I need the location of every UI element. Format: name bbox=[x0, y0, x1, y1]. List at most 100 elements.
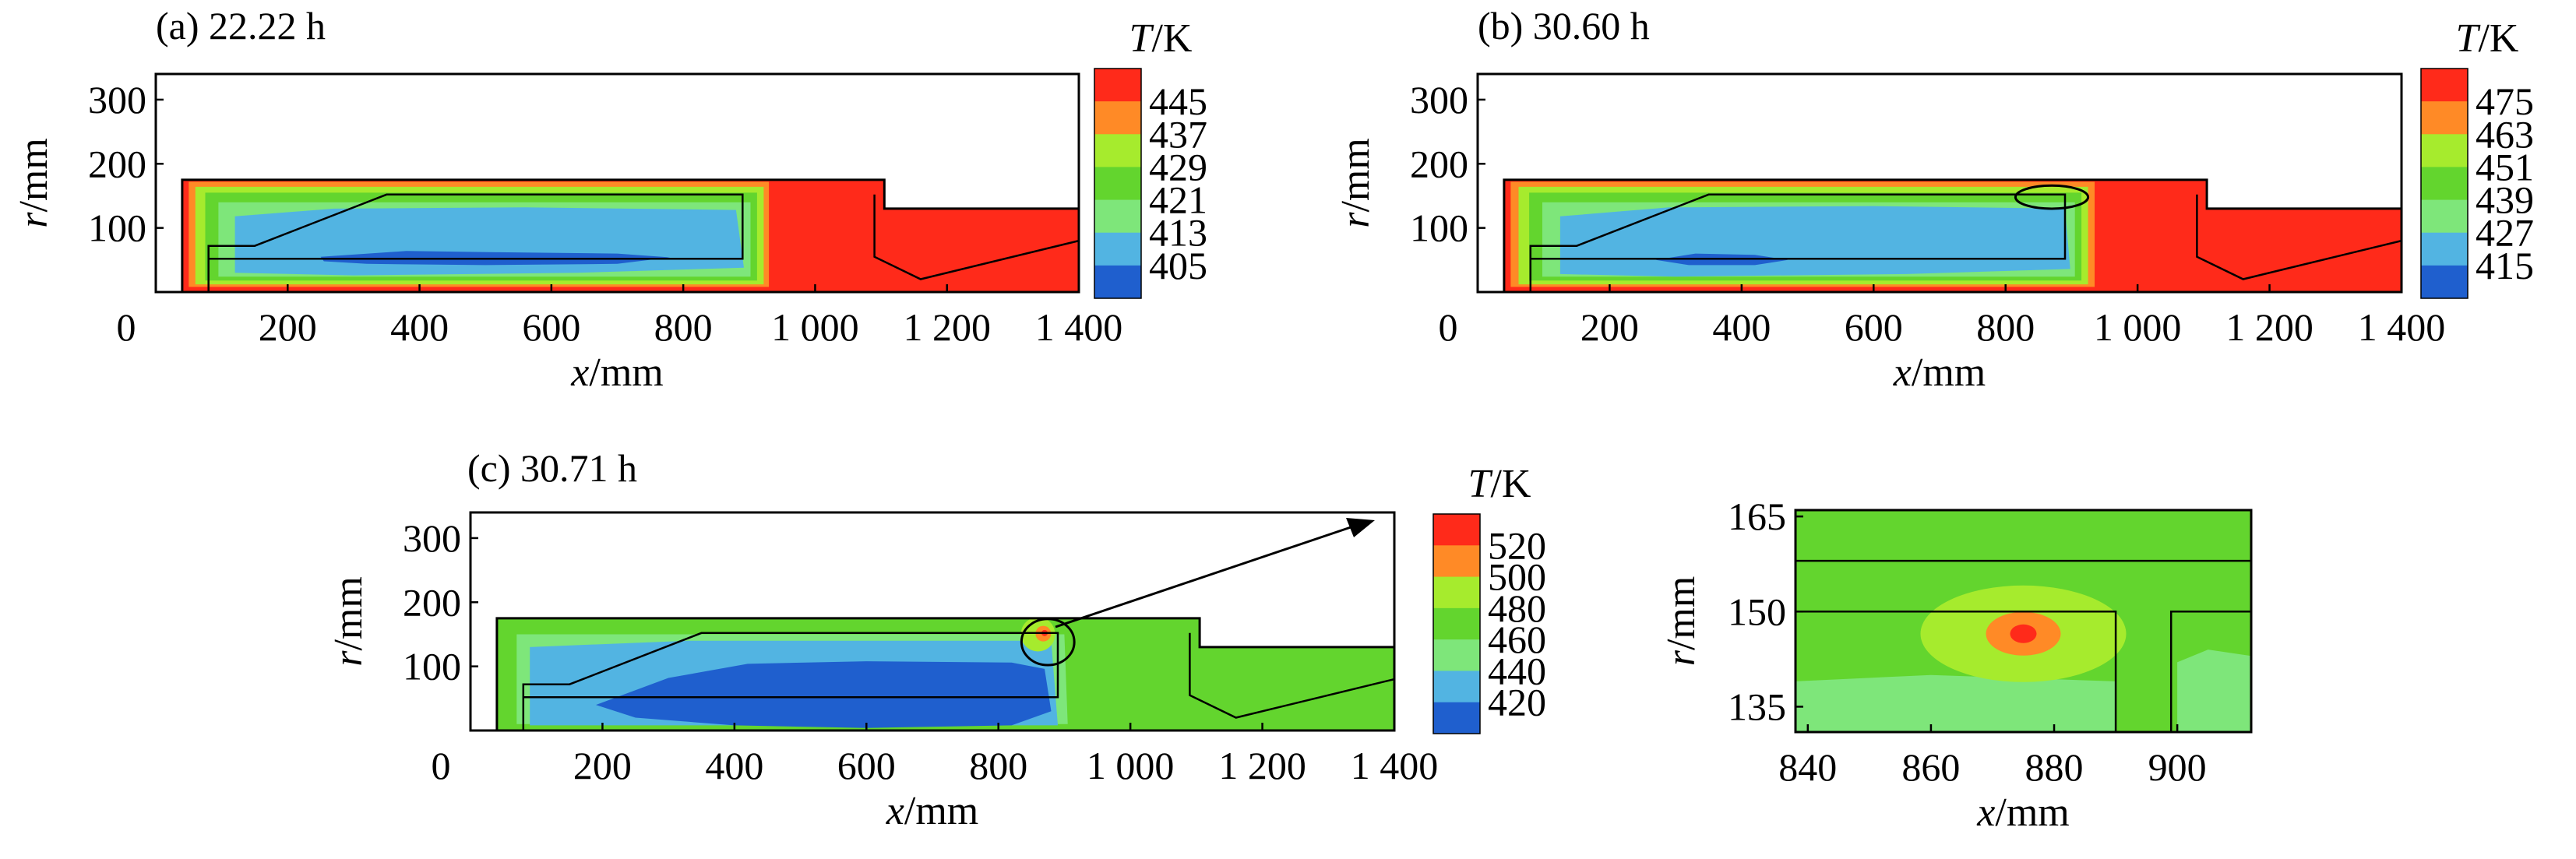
x-tick-label: 600 bbox=[837, 744, 896, 787]
x-tick-label: 200 bbox=[259, 305, 317, 349]
x-tick-label: 0 bbox=[117, 305, 136, 349]
panel-title: (c) 30.71 h bbox=[467, 446, 637, 490]
x-tick-label: 1 200 bbox=[1218, 744, 1306, 787]
colorbar-frame bbox=[1432, 513, 1481, 734]
colorbar-title: T/K bbox=[1129, 16, 1193, 61]
x-tick-label: 1 400 bbox=[1351, 744, 1439, 787]
x-tick-label: 400 bbox=[390, 305, 449, 349]
colorbar-label: 405 bbox=[1149, 244, 1207, 287]
colorbar-title-var: T bbox=[2456, 16, 2481, 61]
colorbar-label: 439 bbox=[2476, 178, 2534, 222]
x-tick-label: 600 bbox=[522, 305, 580, 349]
colorbar-title-var: T bbox=[1468, 462, 1493, 506]
x-axis-label-unit: /mm bbox=[589, 350, 663, 395]
y-axis-label-unit: /mm bbox=[326, 576, 371, 650]
x-tick-label: 0 bbox=[432, 744, 451, 787]
colorbar-title-unit: /K bbox=[2478, 16, 2518, 61]
y-tick-label: 300 bbox=[1410, 78, 1468, 121]
x-tick-label: 800 bbox=[969, 744, 1027, 787]
colorbar-swatch bbox=[1094, 232, 1141, 266]
colorbar-label: 437 bbox=[1149, 112, 1207, 156]
inner-boundary bbox=[1529, 193, 2067, 292]
colorbar-swatch bbox=[2421, 232, 2468, 266]
colorbar-frame bbox=[1094, 68, 1142, 299]
x-tick-label: 200 bbox=[573, 744, 632, 787]
colorbar-swatch bbox=[1433, 702, 1480, 734]
y-tick-label: 100 bbox=[88, 206, 146, 250]
contour-region bbox=[596, 661, 1052, 728]
x-axis-label: x/mm bbox=[1893, 350, 1986, 395]
colorbar-label: 460 bbox=[1488, 618, 1546, 661]
colorbar-swatch bbox=[2421, 101, 2468, 135]
inner-boundary bbox=[2196, 194, 2402, 280]
x-tick-label: 800 bbox=[1976, 305, 2035, 349]
colorbar-label: 429 bbox=[1149, 145, 1207, 188]
colorbar-label: 520 bbox=[1488, 523, 1546, 567]
y-axis-label-var: r bbox=[1334, 212, 1378, 228]
x-tick-label: 1 000 bbox=[1087, 744, 1175, 787]
x-tick-label: 840 bbox=[1778, 745, 1837, 789]
y-tick-label: 100 bbox=[1410, 206, 1468, 250]
x-tick-label: 400 bbox=[1712, 305, 1771, 349]
colorbar-swatch bbox=[1094, 69, 1141, 102]
colorbar-label: 413 bbox=[1149, 211, 1207, 255]
contour-region bbox=[234, 207, 745, 276]
x-axis-label-var: x bbox=[570, 350, 589, 395]
colorbar-swatch bbox=[2421, 167, 2468, 201]
x-tick-label: 1 400 bbox=[1035, 305, 1123, 349]
x-tick-label: 1 000 bbox=[771, 305, 859, 349]
colorbar-label: 500 bbox=[1488, 555, 1546, 599]
colorbar-swatch bbox=[2421, 69, 2468, 102]
colorbar-swatch bbox=[1433, 514, 1480, 546]
colorbar-swatch bbox=[2421, 134, 2468, 167]
colorbar-label: 427 bbox=[2476, 211, 2534, 255]
axes-frame bbox=[469, 511, 1396, 732]
x-axis-label-var: x bbox=[886, 789, 904, 833]
colorbar-swatch bbox=[2421, 199, 2468, 234]
x-axis-label: x/mm bbox=[886, 789, 978, 833]
colorbar-swatch bbox=[1433, 607, 1480, 640]
zoom-boundary bbox=[1795, 611, 2117, 732]
colorbar-title-var: T bbox=[1129, 16, 1154, 61]
x-tick-label: 1 200 bbox=[903, 305, 991, 349]
x-axis-label: x/mm bbox=[570, 350, 663, 395]
colorbar-swatch bbox=[1094, 265, 1141, 299]
y-tick-label: 150 bbox=[1728, 590, 1786, 633]
zoom-contour-520 bbox=[2010, 624, 2037, 643]
panel-b: 0 200 400 600 800 1 000 1 200 1 400 100 200 300 x/m… bbox=[1334, 4, 2534, 395]
colorbar-label: 421 bbox=[1149, 178, 1207, 222]
panel-c: 0 200 400 600 800 1 000 1 200 1 400 100 200 300 x/m… bbox=[326, 446, 1546, 833]
colorbar-label: 451 bbox=[2476, 145, 2534, 188]
x-tick-label: 1 400 bbox=[2358, 305, 2446, 349]
y-axis-label-unit: /mm bbox=[12, 138, 56, 212]
zoom-boundary bbox=[2169, 611, 2251, 732]
colorbar-label: 420 bbox=[1488, 681, 1546, 724]
y-tick-label: 100 bbox=[403, 645, 461, 688]
colorbar-frame bbox=[2420, 68, 2469, 299]
colorbar-swatch bbox=[2421, 265, 2468, 299]
x-axis-label-unit: /mm bbox=[904, 789, 978, 833]
y-tick-label: 200 bbox=[1410, 142, 1468, 185]
y-tick-label: 200 bbox=[88, 142, 146, 185]
zoom-axes-frame bbox=[1794, 509, 2253, 734]
x-tick-label: 0 bbox=[1439, 305, 1458, 349]
zoom-contour-low bbox=[1795, 674, 2116, 732]
x-axis-label-unit: /mm bbox=[1995, 790, 2069, 835]
temperature-field bbox=[496, 618, 1394, 731]
arrow-head bbox=[1346, 518, 1375, 537]
colorbar-swatch bbox=[1094, 199, 1141, 234]
colorbar-label: 475 bbox=[2476, 79, 2534, 123]
panel-a: 0 200 400 600 800 1 000 1 200 1 400 100 200 300 x/m… bbox=[12, 4, 1207, 395]
colorbar-title: T/K bbox=[1468, 462, 1531, 506]
colorbar-swatch bbox=[1433, 671, 1480, 703]
colorbar-label: 463 bbox=[2476, 112, 2534, 156]
panel-title: (a) 22.22 h bbox=[156, 4, 326, 48]
x-axis-label-unit: /mm bbox=[1912, 350, 1986, 395]
y-tick-label: 135 bbox=[1728, 685, 1786, 728]
y-tick-label: 165 bbox=[1728, 495, 1786, 538]
x-tick-label: 1 200 bbox=[2225, 305, 2313, 349]
y-tick-label: 200 bbox=[403, 580, 461, 624]
x-tick-label: 880 bbox=[2025, 745, 2084, 789]
colorbar-label: 445 bbox=[1149, 79, 1207, 123]
